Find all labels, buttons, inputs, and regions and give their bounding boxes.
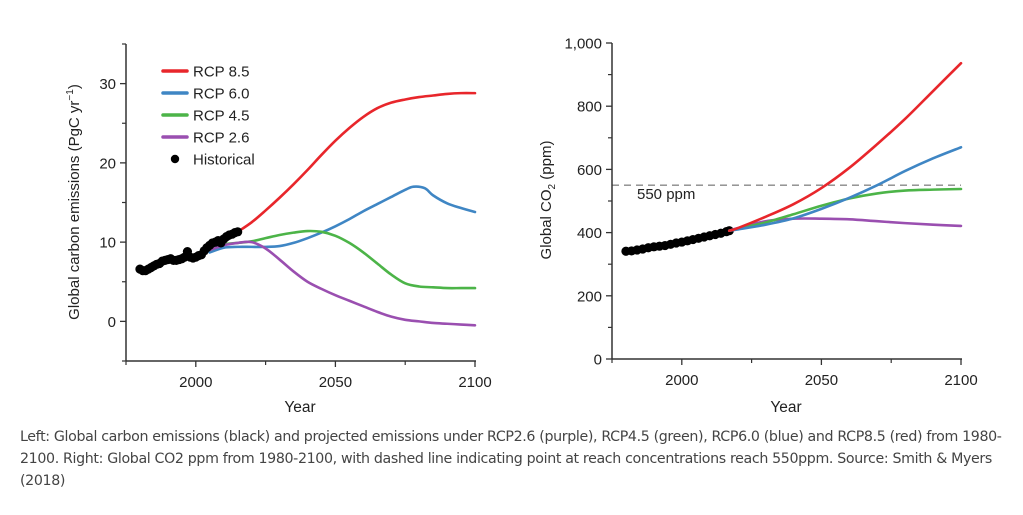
series-line-rcp45 xyxy=(727,187,963,233)
x-tick-label: 2000 xyxy=(665,372,698,389)
x-tick-label: 2000 xyxy=(179,374,212,391)
legend-label: RCP 8.5 xyxy=(193,64,249,81)
series-line-rcp26 xyxy=(727,217,963,233)
co2-y-ticks: 0 200 400 600 800 1,000 xyxy=(564,36,612,369)
co2-series-lines xyxy=(727,61,963,233)
y-tick-label: 20 xyxy=(99,155,116,172)
emissions-y-axis-label: Global carbon emissions (PgC yr−1) xyxy=(65,84,83,320)
co2-550-reference-label: 550 ppm xyxy=(637,186,695,203)
legend-label: RCP 6.0 xyxy=(193,86,249,103)
emissions-series-lines xyxy=(208,91,477,327)
emissions-x-axis-label: Year xyxy=(284,399,315,416)
historical-point xyxy=(233,227,243,237)
x-tick-label: 2050 xyxy=(805,372,838,389)
legend-historical-marker xyxy=(170,154,180,164)
y-tick-label: 0 xyxy=(594,352,602,369)
y-tick-label: 10 xyxy=(99,235,116,252)
series-line-rcp85 xyxy=(236,91,477,234)
legend-item: RCP 8.5 xyxy=(161,64,249,81)
legend: RCP 8.5 RCP 6.0 RCP 4.5 RCP 2.6 Historical xyxy=(161,64,255,169)
legend-label: RCP 4.5 xyxy=(193,108,249,125)
co2-historical-points xyxy=(621,226,734,256)
y-tick-label: 800 xyxy=(577,99,602,116)
series-line-rcp60 xyxy=(727,145,963,233)
emissions-y-ticks: 0 10 20 30 xyxy=(99,43,126,362)
co2-y-axis-label: Global CO2 (ppm) xyxy=(538,141,558,260)
series-line-rcp45 xyxy=(208,229,477,290)
y-tick-label: 200 xyxy=(577,288,602,305)
emissions-historical-points xyxy=(135,227,243,276)
y-tick-label: 600 xyxy=(577,162,602,179)
x-tick-label: 2100 xyxy=(458,374,491,391)
series-line-rcp26 xyxy=(208,240,477,327)
figure-caption: Left: Global carbon emissions (black) an… xyxy=(20,429,1002,489)
legend-item: RCP 2.6 xyxy=(161,130,249,147)
legend-item: RCP 4.5 xyxy=(161,108,249,125)
series-line-rcp60 xyxy=(208,185,477,254)
series-line-rcp85 xyxy=(727,61,963,233)
emissions-x-ticks: 2000 2050 2100 xyxy=(125,361,492,391)
y-tick-label: 400 xyxy=(577,225,602,242)
legend-item: RCP 6.0 xyxy=(161,86,249,103)
co2-x-axis-label: Year xyxy=(770,399,801,416)
co2-x-ticks: 2000 2050 2100 xyxy=(611,359,978,389)
legend-label: Historical xyxy=(193,152,255,169)
y-tick-label: 30 xyxy=(99,76,116,93)
y-tick-label: 1,000 xyxy=(564,36,602,53)
x-tick-label: 2100 xyxy=(944,372,977,389)
emissions-chart: 0 10 20 30 2000 2050 2100 Year Global carbon … xyxy=(65,43,492,416)
x-tick-label: 2050 xyxy=(319,374,352,391)
legend-item: Historical xyxy=(170,152,255,169)
legend-label: RCP 2.6 xyxy=(193,130,249,147)
y-tick-label: 0 xyxy=(108,314,116,331)
